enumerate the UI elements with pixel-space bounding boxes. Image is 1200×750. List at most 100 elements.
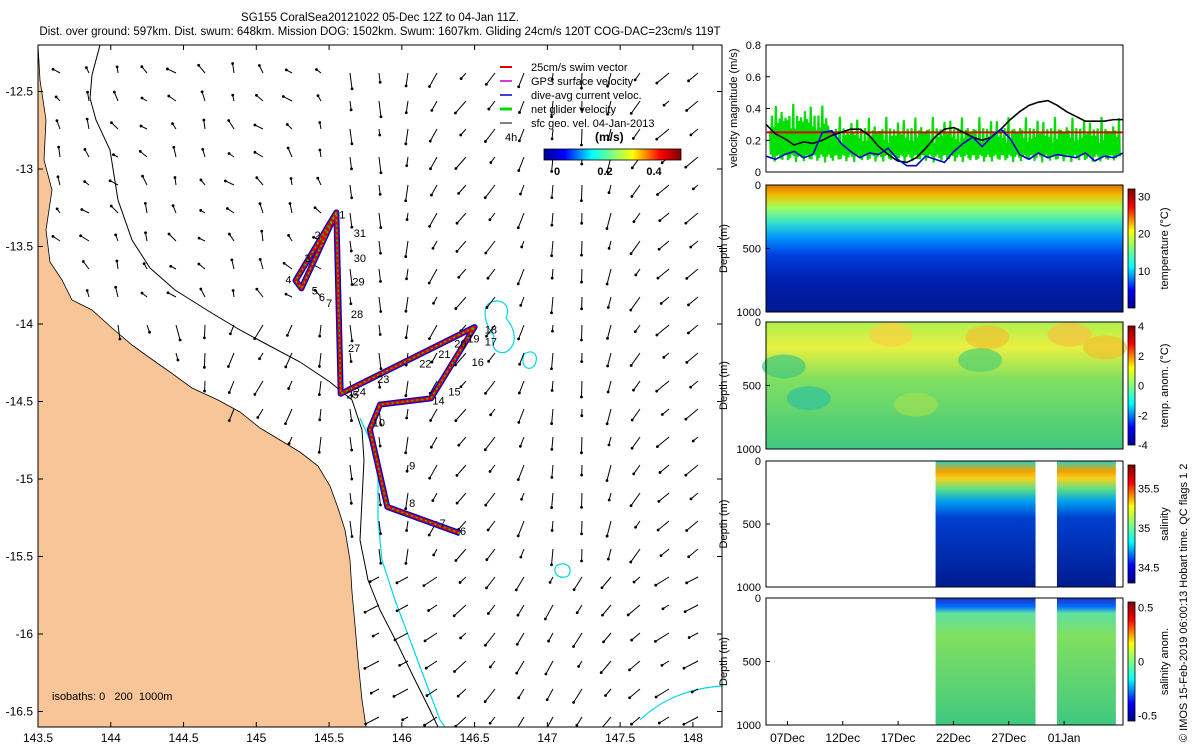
- current-vector-head: [379, 532, 382, 536]
- current-vector-head: [423, 639, 427, 643]
- colorbar-tick-label-1: -2: [1138, 410, 1148, 422]
- current-vector: [432, 492, 438, 501]
- current-vector-head: [350, 196, 354, 200]
- current-vector: [168, 233, 177, 242]
- current-vector-head: [629, 252, 633, 256]
- vel-ytick-label-2: 0.4: [746, 104, 761, 116]
- current-vector: [349, 72, 353, 89]
- current-vector: [488, 352, 496, 362]
- current-vector: [406, 156, 409, 166]
- current-vector-head: [515, 671, 519, 675]
- current-vector: [603, 632, 612, 643]
- section-data-block-0: [766, 185, 1123, 312]
- current-vector-head: [655, 137, 659, 141]
- current-vector: [629, 660, 641, 671]
- current-vector-head: [350, 419, 353, 422]
- current-vector-head: [350, 535, 354, 538]
- current-vector-head: [424, 666, 428, 670]
- current-vector: [606, 212, 612, 229]
- current-vector-head: [257, 64, 261, 67]
- current-vector-head: [349, 302, 353, 306]
- current-vector-head: [454, 307, 458, 310]
- current-vector: [259, 203, 264, 214]
- time-tick-label-0: 07Dec: [770, 731, 805, 745]
- current-vector-head: [550, 254, 554, 258]
- current-vector-head: [662, 355, 666, 359]
- current-vector: [431, 184, 438, 196]
- current-vector: [378, 548, 382, 564]
- current-vector: [228, 380, 235, 393]
- current-vector-head: [405, 416, 409, 420]
- map-ytick-label-3: -14: [16, 317, 34, 331]
- current-vector-head: [56, 175, 60, 179]
- current-vector-head: [171, 204, 175, 208]
- current-vector: [607, 352, 612, 367]
- current-vector-head: [514, 588, 518, 592]
- current-vector-head: [685, 360, 689, 364]
- depth-tick-label-0: 0: [755, 317, 761, 329]
- time-tick-label-3: 22Dec: [936, 731, 971, 745]
- current-vector-head: [144, 231, 147, 235]
- current-vector: [80, 235, 90, 242]
- current-vector: [52, 235, 61, 242]
- current-vector-head: [630, 166, 634, 170]
- current-vector-head: [379, 226, 383, 229]
- current-vector: [631, 408, 641, 421]
- current-vector: [455, 100, 467, 114]
- legend-item-dac: dive-avg current veloc.: [531, 90, 642, 102]
- current-vector: [56, 120, 61, 130]
- current-vector-head: [422, 584, 426, 588]
- current-vector: [115, 287, 119, 298]
- current-vector-head: [51, 234, 55, 238]
- current-vector-head: [289, 177, 293, 180]
- current-vector: [518, 688, 525, 699]
- reef-outline-4: [639, 685, 722, 721]
- current-vector: [406, 520, 409, 531]
- current-vector-head: [657, 247, 661, 251]
- current-vector-head: [633, 78, 637, 82]
- current-vector: [167, 292, 177, 298]
- current-vector-head: [629, 308, 633, 312]
- current-vector-head: [350, 225, 354, 229]
- current-vector-head: [112, 153, 115, 157]
- current-vector: [485, 72, 496, 85]
- current-vector: [318, 380, 322, 395]
- chart-title-line1: SG155 CoralSea20121022 05-Dec 12Z to 04-…: [241, 12, 519, 24]
- current-vector-head: [167, 232, 171, 236]
- current-vector-head: [659, 302, 663, 305]
- vel-ytick-label-1: 0.2: [746, 135, 761, 147]
- current-vector: [607, 380, 612, 393]
- current-vector: [428, 268, 438, 284]
- current-vector-head: [607, 246, 611, 250]
- current-vector-head: [173, 176, 177, 179]
- depth-tick-label-1: 500: [743, 381, 761, 393]
- current-vector-head: [138, 149, 142, 153]
- current-vector-head: [606, 112, 609, 116]
- current-vector: [378, 184, 381, 195]
- current-vector: [518, 128, 525, 141]
- anomaly-patch: [868, 322, 913, 347]
- current-vector: [631, 184, 641, 197]
- colorbar-tick-label-2: 30: [1138, 191, 1150, 203]
- current-vector: [225, 180, 235, 186]
- current-vector: [57, 176, 61, 186]
- current-vector-head: [484, 503, 488, 507]
- current-vector-head: [690, 690, 694, 694]
- current-vector-head: [169, 264, 173, 268]
- current-vector-head: [255, 176, 259, 180]
- current-vector: [484, 184, 496, 198]
- current-vector-head: [632, 220, 636, 224]
- current-vector: [655, 576, 670, 586]
- current-vector: [685, 156, 699, 168]
- anomaly-patch: [786, 386, 831, 411]
- current-vector-head: [659, 554, 663, 558]
- current-vector: [551, 184, 554, 198]
- current-vector: [109, 180, 119, 186]
- current-vector-head: [405, 218, 409, 221]
- current-vector-head: [656, 276, 660, 280]
- current-vector: [551, 520, 554, 531]
- current-vector: [517, 268, 525, 285]
- current-vector-head: [580, 86, 583, 90]
- current-vector-head: [110, 121, 113, 125]
